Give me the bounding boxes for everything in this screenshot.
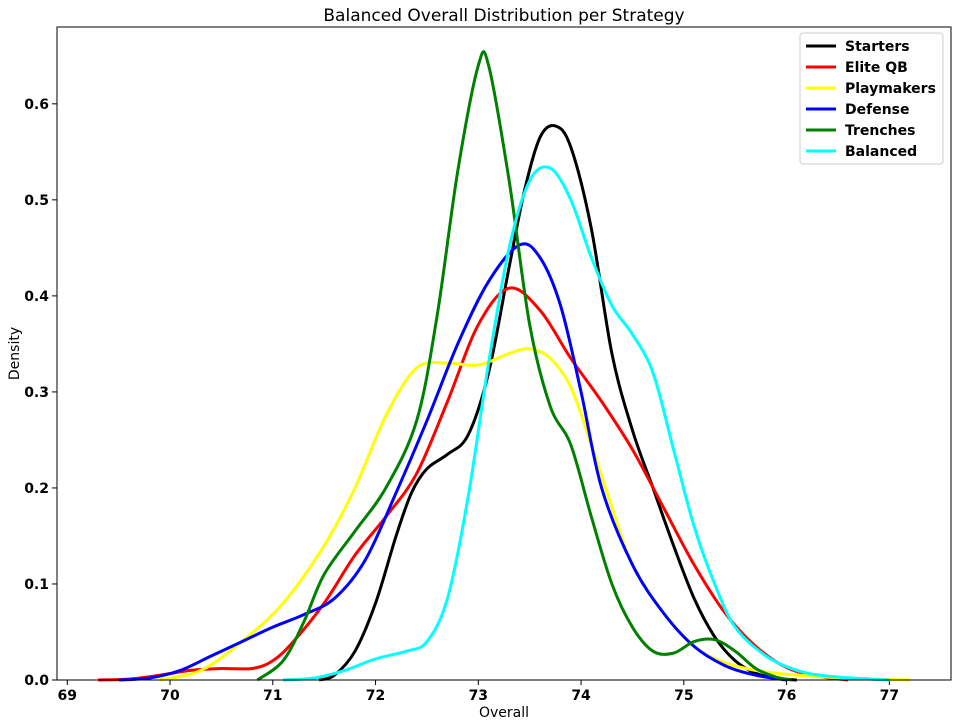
legend-label-playmakers: Playmakers — [845, 81, 936, 97]
y-axis-label: Density — [7, 327, 23, 380]
x-tick-label: 77 — [880, 688, 899, 704]
x-tick-label: 69 — [58, 688, 77, 704]
legend-label-elite-qb: Elite QB — [845, 60, 908, 76]
legend-label-trenches: Trenches — [845, 123, 915, 139]
axes-frame — [56, 26, 952, 681]
series-layer — [98, 50, 910, 682]
x-tick-label: 75 — [674, 688, 693, 704]
y-axis-ticks: 0.0 0.1 0.2 0.3 0.4 0.5 0.6 — [24, 97, 57, 689]
x-tick-label: 74 — [571, 688, 591, 704]
y-tick-label: 0.5 — [24, 193, 49, 209]
legend: Starters Elite QB Playmakers Defense Trenche… — [799, 32, 944, 165]
y-tick-label: 0.1 — [24, 577, 49, 593]
series-line-elite-qb — [98, 286, 849, 682]
chart-title: Balanced Overall Distribution per Strate… — [323, 6, 684, 26]
series-line-starters — [318, 124, 797, 682]
series-line-trenches — [256, 50, 792, 682]
y-tick-label: 0.0 — [24, 673, 49, 689]
x-axis-ticks: 69 70 71 72 73 74 75 76 77 — [58, 680, 899, 704]
legend-label-balanced: Balanced — [845, 144, 917, 160]
y-tick-label: 0.2 — [24, 481, 49, 497]
x-tick-label: 70 — [160, 688, 180, 704]
x-axis-label: Overall — [479, 705, 529, 721]
x-tick-label: 71 — [263, 688, 282, 704]
series-line-balanced — [282, 165, 890, 682]
y-tick-label: 0.3 — [24, 385, 49, 401]
x-tick-label: 73 — [469, 688, 488, 704]
y-tick-label: 0.4 — [24, 289, 49, 305]
x-tick-label: 72 — [366, 688, 385, 704]
series-line-playmakers — [159, 347, 910, 682]
legend-label-defense: Defense — [845, 102, 910, 118]
legend-label-starters: Starters — [845, 39, 910, 55]
y-tick-label: 0.6 — [24, 97, 49, 113]
x-tick-label: 76 — [777, 688, 796, 704]
series-line-defense — [118, 242, 787, 682]
